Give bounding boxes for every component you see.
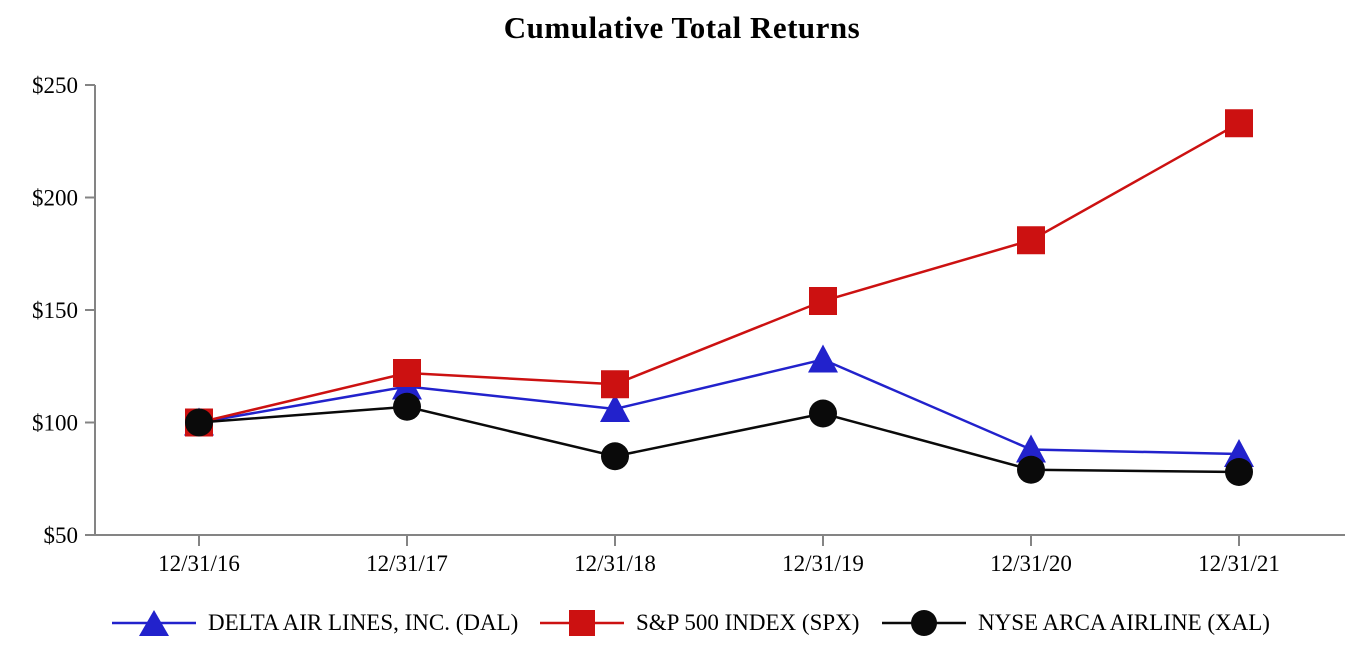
legend-label-spx: S&P 500 INDEX (SPX) [636, 610, 860, 635]
legend-item-spx: S&P 500 INDEX (SPX) [538, 606, 859, 640]
svg-text:12/31/21: 12/31/21 [1198, 551, 1280, 576]
svg-text:12/31/16: 12/31/16 [158, 551, 240, 576]
svg-text:$50: $50 [44, 523, 79, 548]
circle-marker-icon [882, 610, 966, 636]
svg-text:12/31/18: 12/31/18 [574, 551, 656, 576]
svg-text:$150: $150 [32, 298, 78, 323]
legend-label-xal: NYSE ARCA AIRLINE (XAL) [978, 610, 1270, 635]
svg-text:$250: $250 [32, 73, 78, 98]
svg-text:12/31/17: 12/31/17 [366, 551, 448, 576]
svg-text:$100: $100 [32, 411, 78, 436]
square-marker-icon [540, 610, 624, 636]
svg-text:$200: $200 [32, 186, 78, 211]
legend-item-dal: DELTA AIR LINES, INC. (DAL) [110, 606, 518, 640]
chart-legend: DELTA AIR LINES, INC. (DAL) S&P 500 INDE… [0, 606, 1364, 646]
svg-text:12/31/20: 12/31/20 [990, 551, 1072, 576]
triangle-marker-icon [112, 610, 196, 636]
svg-text:12/31/19: 12/31/19 [782, 551, 864, 576]
legend-item-xal: NYSE ARCA AIRLINE (XAL) [880, 606, 1270, 640]
legend-label-dal: DELTA AIR LINES, INC. (DAL) [208, 610, 519, 635]
line-chart-plot: $50 $100 $150 $200 $250 12/31/16 12/31/17 12/31… [32, 73, 1345, 576]
chart-title: Cumulative Total Returns [503, 10, 861, 45]
